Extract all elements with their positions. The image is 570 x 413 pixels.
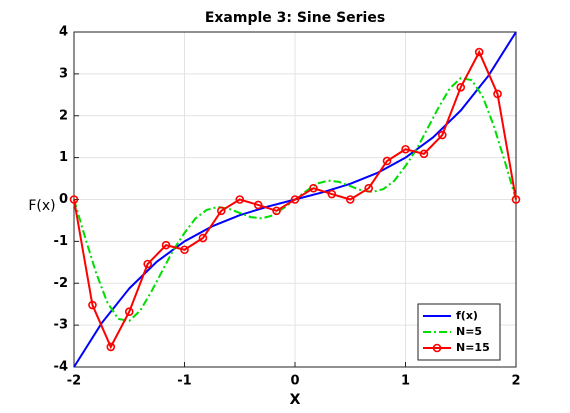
x-tick-label: -2	[67, 374, 81, 389]
series-marker	[198, 233, 208, 243]
series-marker	[364, 183, 374, 193]
legend-label: f(x)	[456, 309, 478, 322]
y-tick-label: -3	[54, 318, 68, 333]
y-tick-label: 4	[59, 25, 68, 40]
legend-label: N=15	[456, 341, 490, 354]
series-marker	[401, 144, 410, 154]
chart-title: Example 3: Sine Series	[205, 10, 385, 26]
x-tick-label: 1	[401, 374, 410, 389]
y-tick-label: -1	[54, 234, 68, 249]
legend-box	[417, 303, 501, 361]
series-marker	[327, 189, 337, 199]
y-tick-label: 0	[59, 192, 68, 207]
y-tick-label: 2	[59, 108, 68, 123]
series-marker	[88, 300, 97, 310]
series-marker	[69, 195, 79, 204]
series-marker	[235, 195, 245, 204]
x-tick-label: 0	[290, 374, 299, 389]
series-marker	[419, 149, 429, 159]
legend-label: N=5	[456, 325, 482, 338]
y-tick-label: 3	[59, 66, 68, 81]
series-marker	[456, 82, 466, 92]
series-marker	[180, 245, 189, 255]
series-marker	[511, 195, 521, 204]
x-tick-label: -1	[177, 374, 191, 389]
series-line	[73, 49, 517, 350]
series-marker	[493, 89, 502, 99]
y-tick-label: -4	[54, 360, 68, 375]
y-tick-label: 1	[59, 150, 68, 165]
series-marker	[253, 200, 263, 210]
x-tick-label: 2	[511, 374, 520, 389]
y-axis-label: F(x)	[28, 198, 55, 214]
series-marker	[382, 156, 392, 166]
series-marker	[345, 195, 355, 204]
y-tick-label: -2	[54, 276, 68, 291]
series-marker	[216, 206, 226, 216]
series-marker	[309, 183, 318, 193]
series-marker	[474, 47, 484, 57]
legend-marker	[432, 343, 442, 353]
series-marker	[290, 195, 300, 204]
series-marker	[437, 130, 447, 140]
series-marker	[272, 206, 281, 216]
series-marker	[124, 307, 134, 317]
series-marker	[143, 259, 153, 269]
x-axis-label: X	[290, 392, 301, 408]
series-marker	[161, 240, 171, 250]
series-marker	[106, 342, 116, 352]
